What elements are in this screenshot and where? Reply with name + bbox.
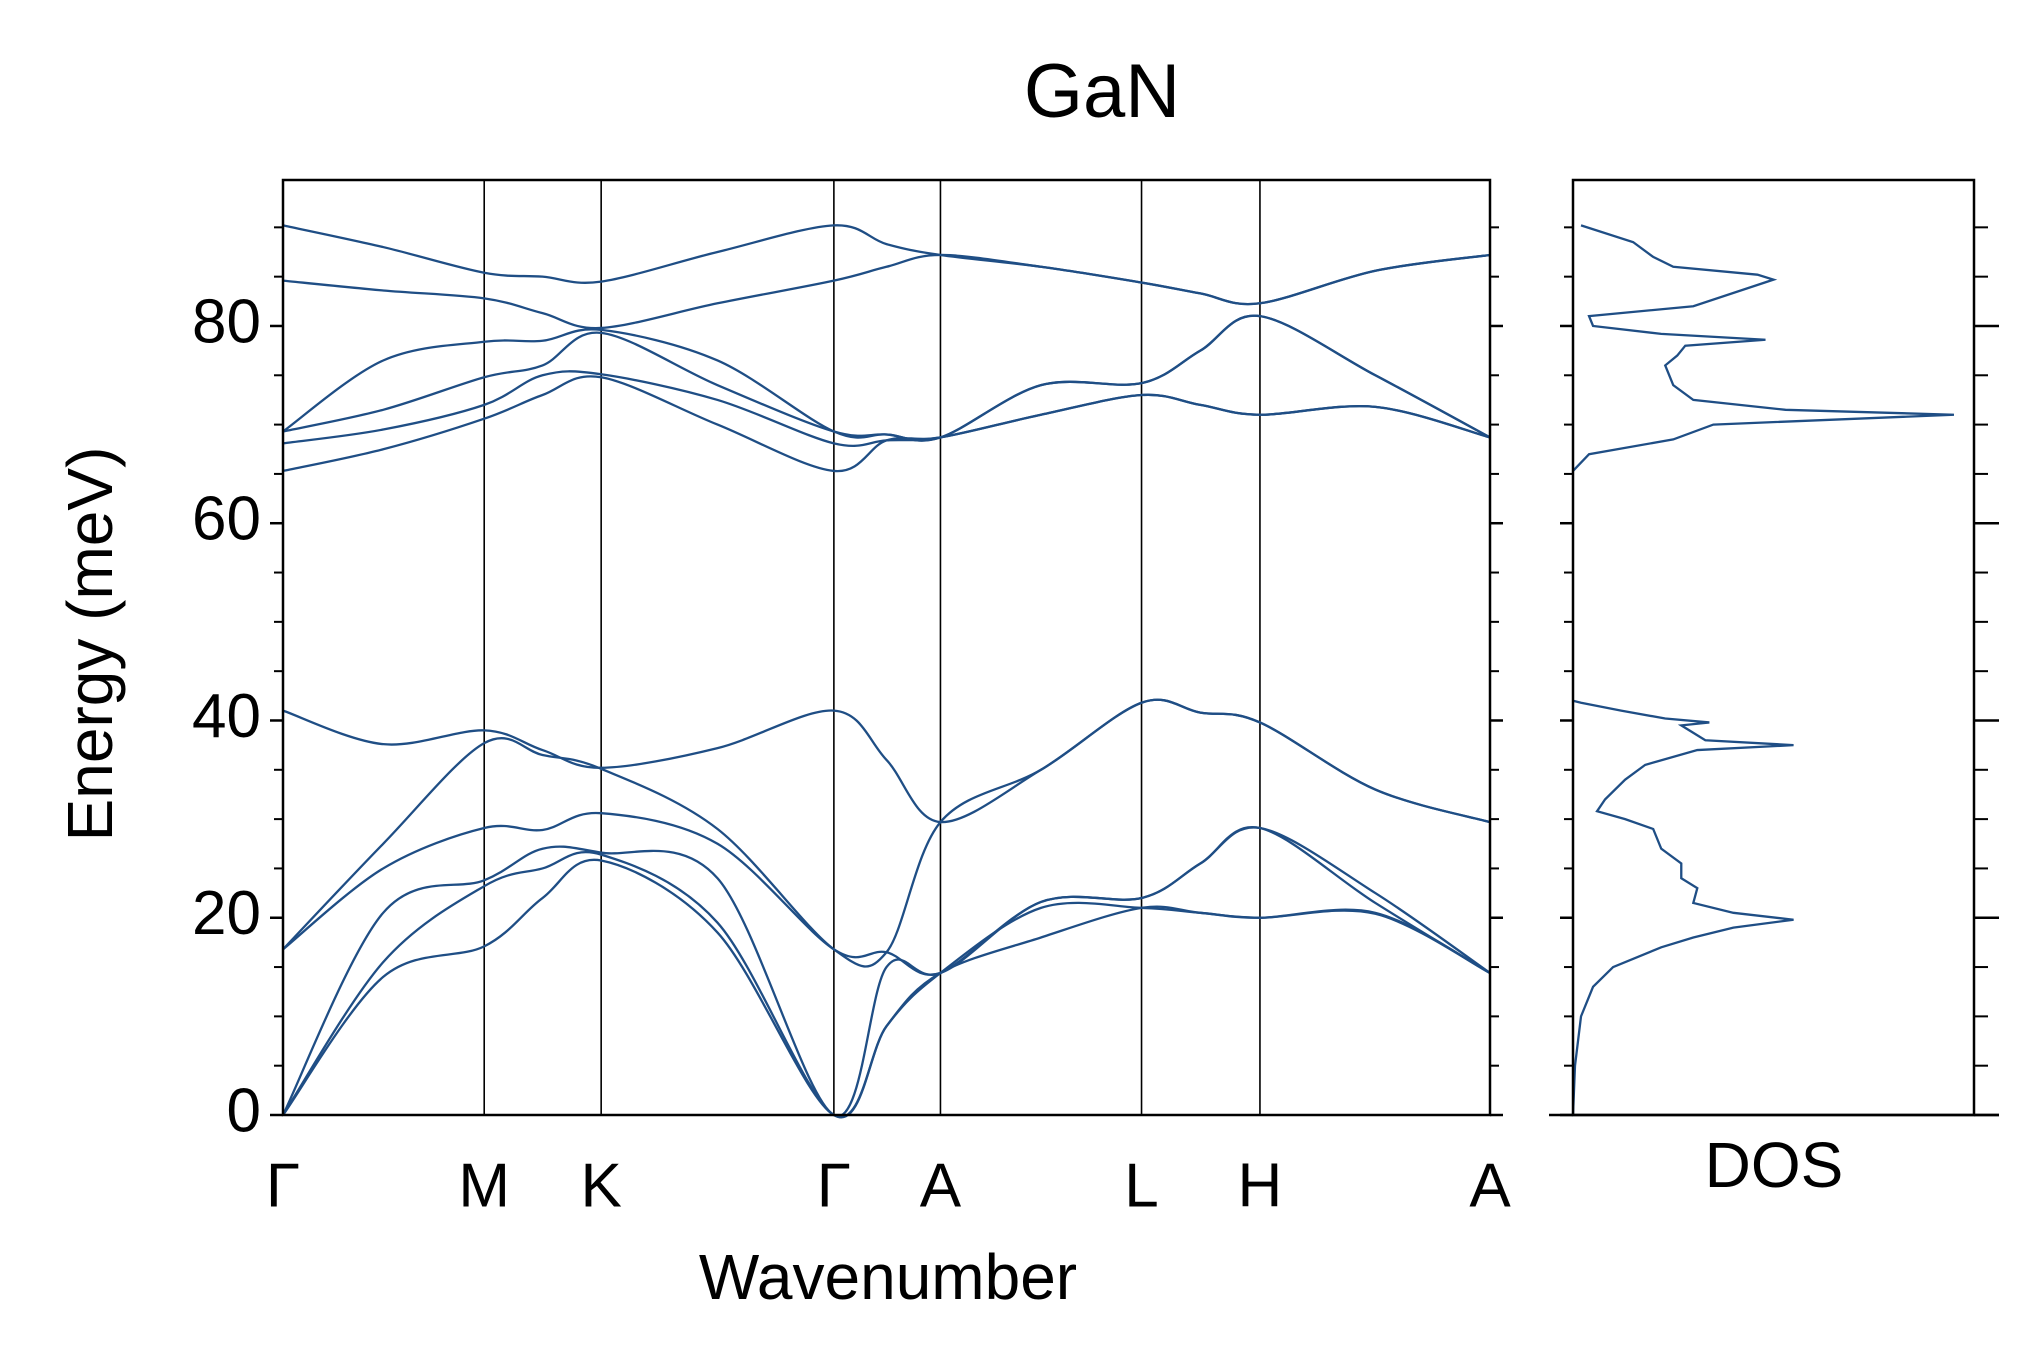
- dos-line: [1571, 224, 1954, 1116]
- band-line: [282, 253, 1491, 330]
- x-axis-label: Wavenumber: [699, 1241, 1077, 1313]
- x-tick-label: H: [1238, 1151, 1283, 1220]
- band-line: [281, 825, 1491, 1118]
- band-line: [282, 224, 1491, 306]
- x-tick-label: Γ: [266, 1151, 300, 1220]
- band-line: [282, 314, 1491, 442]
- y-tick-label: 0: [227, 1076, 261, 1145]
- x-tick-label: M: [458, 1151, 510, 1220]
- plot-frame: [281, 178, 1492, 1117]
- x-tick-label: L: [1124, 1151, 1158, 1220]
- y-axis-label: Energy (meV): [54, 447, 126, 842]
- band-line: [282, 314, 1491, 442]
- band-line: [282, 698, 1491, 824]
- band-line: [282, 375, 1491, 473]
- band-line: [282, 850, 1491, 1119]
- x-tick-label: K: [580, 1151, 621, 1220]
- band-line: [282, 370, 1491, 448]
- x-tick-label: A: [920, 1151, 962, 1220]
- x-tick-label: A: [1469, 1151, 1511, 1220]
- dos-label: DOS: [1705, 1129, 1844, 1201]
- y-tick-label: 80: [192, 287, 261, 356]
- y-tick-label: 60: [192, 485, 261, 554]
- x-tick-label: Γ: [817, 1151, 851, 1220]
- chart-title: GaN: [1024, 49, 1180, 134]
- dos-frame: [1571, 178, 1976, 1117]
- y-tick-label: 40: [192, 682, 261, 751]
- y-tick-label: 20: [192, 879, 261, 948]
